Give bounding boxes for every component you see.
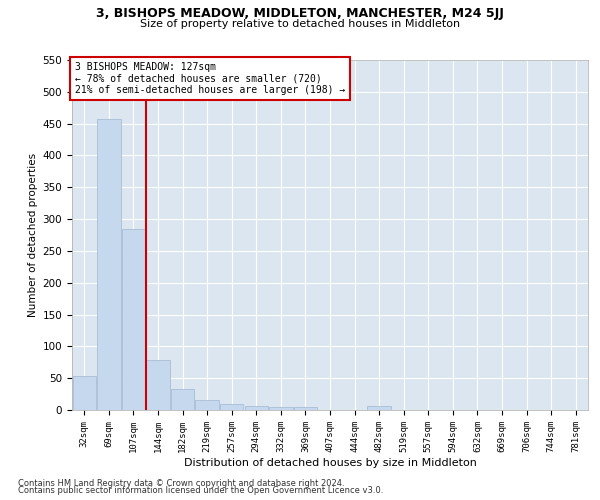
Bar: [97, 119, 121, 410]
Bar: [220, 404, 244, 410]
Text: 3 BISHOPS MEADOW: 127sqm
← 78% of detached houses are smaller (720)
21% of semi-: 3 BISHOPS MEADOW: 127sqm ← 78% of detach…: [74, 62, 345, 95]
Bar: [196, 400, 219, 410]
Text: Contains HM Land Registry data © Crown copyright and database right 2024.: Contains HM Land Registry data © Crown c…: [18, 478, 344, 488]
Bar: [122, 228, 145, 410]
Text: Size of property relative to detached houses in Middleton: Size of property relative to detached ho…: [140, 19, 460, 29]
Bar: [245, 406, 268, 410]
Text: Contains public sector information licensed under the Open Government Licence v3: Contains public sector information licen…: [18, 486, 383, 495]
Bar: [73, 376, 96, 410]
X-axis label: Distribution of detached houses by size in Middleton: Distribution of detached houses by size …: [184, 458, 476, 468]
Bar: [269, 407, 293, 410]
Text: 3, BISHOPS MEADOW, MIDDLETON, MANCHESTER, M24 5JJ: 3, BISHOPS MEADOW, MIDDLETON, MANCHESTER…: [96, 8, 504, 20]
Bar: [294, 407, 317, 410]
Y-axis label: Number of detached properties: Number of detached properties: [28, 153, 38, 317]
Bar: [146, 360, 170, 410]
Bar: [367, 406, 391, 410]
Bar: [171, 389, 194, 410]
